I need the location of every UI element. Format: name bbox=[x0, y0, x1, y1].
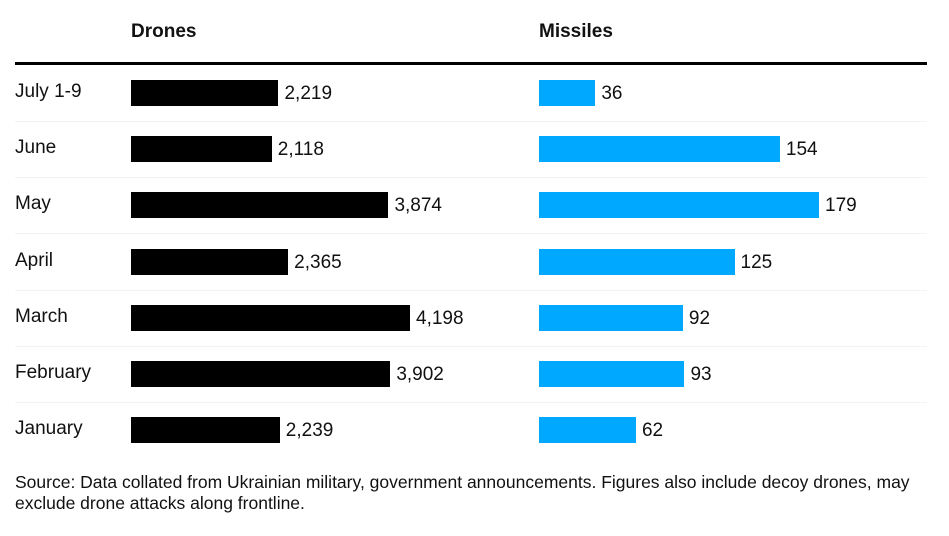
row-label: July 1-9 bbox=[15, 81, 82, 102]
missile-bar bbox=[539, 192, 819, 219]
row-separator bbox=[15, 233, 927, 235]
row-separator bbox=[15, 289, 927, 291]
missile-bar bbox=[539, 80, 596, 106]
drone-bar bbox=[131, 248, 289, 275]
drone-bar bbox=[131, 361, 391, 387]
drone-value-label: 3,902 bbox=[396, 364, 444, 385]
missile-bar bbox=[539, 304, 683, 331]
missile-value-label: 36 bbox=[601, 83, 623, 104]
missile-value-label: 62 bbox=[641, 420, 664, 442]
drone-value-label: 3,874 bbox=[394, 195, 442, 217]
missile-value-label: 125 bbox=[740, 251, 773, 273]
row-separator bbox=[15, 345, 927, 347]
drone-bar bbox=[131, 304, 410, 331]
missile-bar bbox=[539, 361, 685, 387]
row-label: March bbox=[15, 305, 68, 327]
drone-bar bbox=[131, 192, 389, 219]
missile-value-label: 92 bbox=[688, 307, 711, 329]
drone-value-label: 2,118 bbox=[277, 139, 324, 161]
row-label: January bbox=[15, 418, 83, 440]
drone-bar bbox=[131, 80, 279, 106]
drone-value-label: 4,198 bbox=[416, 307, 464, 329]
row-label: May bbox=[15, 193, 51, 215]
drone-value-label: 2,239 bbox=[285, 420, 334, 442]
row-label: February bbox=[15, 362, 92, 383]
drone-value-label: 2,365 bbox=[294, 251, 342, 273]
row-label: June bbox=[15, 137, 57, 159]
drones-column-header: Drones bbox=[131, 21, 197, 42]
missile-bar bbox=[539, 417, 636, 444]
row-separator bbox=[15, 177, 927, 179]
drone-value-label: 2,219 bbox=[284, 83, 333, 104]
missile-value-label: 154 bbox=[785, 139, 818, 161]
header-rule bbox=[15, 62, 927, 65]
row-separator bbox=[15, 121, 927, 122]
row-label: April bbox=[15, 249, 54, 271]
missiles-column-header: Missiles bbox=[539, 21, 613, 42]
row-separator bbox=[15, 402, 927, 403]
missile-value-label: 93 bbox=[690, 364, 712, 385]
missile-value-label: 179 bbox=[825, 195, 857, 217]
drone-bar bbox=[131, 417, 280, 444]
drone-bar bbox=[131, 136, 272, 163]
source-note: Source: Data collated from Ukrainian mil… bbox=[15, 472, 910, 513]
missile-bar bbox=[539, 248, 735, 275]
missile-bar bbox=[539, 136, 780, 163]
